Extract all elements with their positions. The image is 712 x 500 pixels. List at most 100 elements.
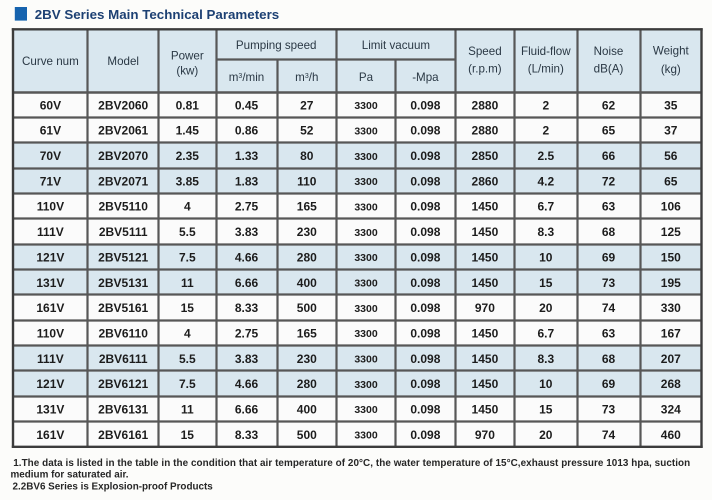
svg-text:27: 27	[300, 98, 314, 112]
svg-text:0.098: 0.098	[410, 377, 440, 391]
svg-text:1.The data is listed in the ta: 1.The data is listed in the table in the…	[13, 458, 690, 469]
svg-text:2BV2061: 2BV2061	[98, 124, 148, 138]
svg-text:110: 110	[297, 174, 317, 188]
svg-text:110V: 110V	[37, 327, 64, 341]
svg-text:2850: 2850	[472, 149, 499, 163]
svg-text:2.2BV6 Series is Explosion-pro: 2.2BV6 Series is Explosion-proof Product…	[13, 482, 214, 493]
svg-text:0.098: 0.098	[410, 276, 440, 290]
svg-text:1450: 1450	[472, 352, 499, 366]
svg-text:8.3: 8.3	[537, 352, 554, 366]
svg-text:3300: 3300	[354, 404, 378, 416]
svg-text:3.85: 3.85	[176, 174, 200, 188]
svg-text:Pa: Pa	[359, 71, 374, 84]
svg-text:3300: 3300	[354, 125, 378, 137]
svg-text:280: 280	[297, 377, 317, 391]
svg-text:2.35: 2.35	[176, 149, 200, 163]
svg-text:2BV2070: 2BV2070	[98, 149, 148, 163]
svg-text:106: 106	[661, 200, 681, 214]
svg-text:2: 2	[542, 124, 549, 138]
svg-text:0.098: 0.098	[410, 301, 440, 315]
svg-text:2BV6111: 2BV6111	[99, 352, 148, 366]
svg-text:8.3: 8.3	[537, 225, 554, 239]
svg-text:63: 63	[602, 200, 616, 214]
svg-text:1450: 1450	[472, 250, 499, 264]
svg-text:15: 15	[539, 403, 553, 417]
svg-text:3300: 3300	[354, 151, 378, 163]
svg-text:0.098: 0.098	[410, 174, 440, 188]
svg-text:60V: 60V	[40, 98, 61, 112]
svg-text:6.7: 6.7	[537, 327, 554, 341]
svg-text:65: 65	[664, 174, 678, 188]
svg-text:3300: 3300	[354, 354, 378, 366]
svg-text:161V: 161V	[36, 428, 64, 442]
svg-text:111V: 111V	[37, 225, 64, 239]
svg-text:73: 73	[602, 403, 616, 417]
svg-text:3300: 3300	[354, 303, 378, 315]
svg-text:Noise: Noise	[594, 45, 624, 58]
svg-text:m3/min: m3/min	[229, 71, 264, 84]
svg-text:0.81: 0.81	[176, 98, 200, 112]
svg-text:61V: 61V	[40, 124, 61, 138]
svg-text:11: 11	[181, 403, 194, 417]
svg-text:4: 4	[184, 200, 191, 214]
svg-text:970: 970	[475, 301, 495, 315]
svg-text:460: 460	[661, 428, 681, 442]
svg-text:68: 68	[602, 352, 616, 366]
svg-text:15: 15	[539, 276, 553, 290]
svg-text:121V: 121V	[36, 250, 64, 264]
svg-text:medium for saturated air.: medium for saturated air.	[11, 470, 129, 481]
svg-text:80: 80	[300, 149, 314, 163]
svg-text:1.45: 1.45	[176, 124, 200, 138]
svg-text:-Mpa: -Mpa	[412, 71, 439, 84]
svg-text:Model: Model	[107, 55, 139, 68]
svg-text:0.098: 0.098	[410, 428, 440, 442]
svg-text:3300: 3300	[354, 252, 378, 264]
svg-text:230: 230	[297, 225, 317, 239]
svg-text:3300: 3300	[354, 100, 378, 112]
svg-text:(kw): (kw)	[176, 64, 198, 77]
svg-text:8.33: 8.33	[235, 428, 259, 442]
svg-text:2860: 2860	[472, 174, 499, 188]
svg-text:(L/min): (L/min)	[528, 63, 564, 76]
svg-text:74: 74	[602, 428, 616, 442]
svg-text:121V: 121V	[36, 377, 64, 391]
svg-text:0.098: 0.098	[410, 352, 440, 366]
svg-text:0.098: 0.098	[410, 403, 440, 417]
svg-text:4.66: 4.66	[235, 250, 259, 264]
svg-text:2.75: 2.75	[235, 200, 259, 214]
svg-text:3.83: 3.83	[235, 225, 259, 239]
svg-text:7.5: 7.5	[179, 377, 196, 391]
svg-text:131V: 131V	[36, 276, 64, 290]
svg-text:69: 69	[602, 377, 616, 391]
svg-text:2BV5111: 2BV5111	[99, 225, 148, 239]
svg-text:63: 63	[602, 327, 616, 341]
svg-text:111V: 111V	[37, 352, 64, 366]
svg-text:1450: 1450	[472, 200, 499, 214]
svg-text:165: 165	[297, 327, 317, 341]
svg-text:268: 268	[661, 377, 681, 391]
svg-text:167: 167	[661, 327, 681, 341]
svg-text:2: 2	[542, 98, 549, 112]
svg-text:3300: 3300	[354, 430, 378, 442]
svg-text:131V: 131V	[36, 403, 64, 417]
svg-text:74: 74	[602, 301, 616, 315]
svg-text:65: 65	[602, 124, 616, 138]
svg-text:161V: 161V	[36, 301, 64, 315]
svg-text:Speed: Speed	[468, 45, 502, 58]
svg-text:37: 37	[664, 124, 678, 138]
svg-text:0.098: 0.098	[410, 200, 440, 214]
svg-text:3300: 3300	[354, 328, 378, 340]
svg-text:2BV Series Main Technical Para: 2BV Series Main Technical Parameters	[35, 7, 280, 22]
svg-text:3300: 3300	[354, 201, 378, 213]
svg-text:2BV5121: 2BV5121	[98, 250, 148, 264]
svg-text:Weight: Weight	[653, 45, 690, 58]
svg-text:1.33: 1.33	[235, 149, 259, 163]
svg-text:dB(A): dB(A)	[594, 63, 624, 76]
svg-text:0.098: 0.098	[410, 98, 440, 112]
svg-text:324: 324	[661, 403, 681, 417]
svg-text:Pumping speed: Pumping speed	[236, 39, 317, 52]
svg-text:2BV2060: 2BV2060	[98, 98, 148, 112]
svg-text:1.83: 1.83	[235, 174, 259, 188]
svg-text:1450: 1450	[472, 327, 499, 341]
svg-text:125: 125	[661, 225, 681, 239]
